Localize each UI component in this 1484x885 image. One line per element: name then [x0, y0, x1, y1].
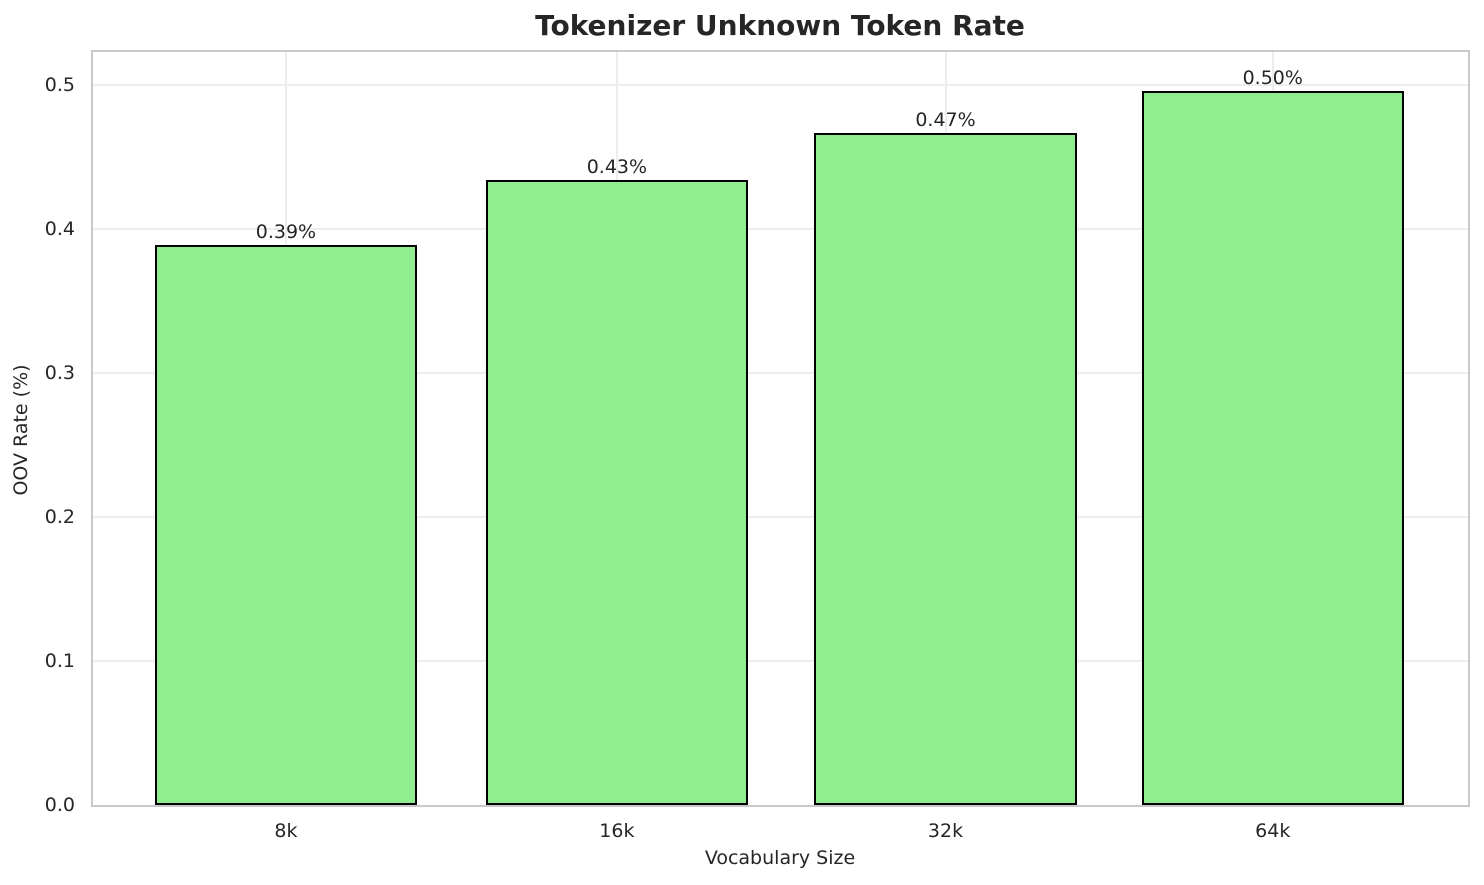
x-tick-label: 32k — [927, 820, 964, 842]
x-tick-label: 64k — [1255, 820, 1291, 842]
bar — [814, 132, 1077, 805]
x-tick-label: 16k — [599, 820, 635, 842]
y-gridline — [93, 372, 1468, 375]
y-gridline — [93, 84, 1468, 87]
y-axis-label: OOV Rate (%) — [10, 364, 32, 496]
x-axis-label: Vocabulary Size — [704, 847, 856, 869]
bar-value-label: 0.39% — [255, 220, 317, 243]
bar — [1141, 90, 1404, 805]
chart-title: Tokenizer Unknown Token Rate — [535, 9, 1025, 42]
x-tick-label: 8k — [274, 820, 298, 842]
bar — [485, 180, 748, 805]
y-tick-label: 0.5 — [44, 74, 75, 97]
bar-value-label: 0.50% — [1242, 66, 1303, 89]
plot-area: 0.39% 0.43% 0.47% 0.50% — [91, 50, 1470, 807]
y-gridline — [93, 516, 1468, 519]
y-tick-label: 0.4 — [44, 218, 75, 241]
y-gridline — [93, 228, 1468, 231]
y-tick-label: 0.2 — [44, 506, 75, 529]
bar — [154, 244, 417, 805]
y-tick-label: 0.3 — [44, 362, 75, 385]
y-tick-label: 0.0 — [44, 794, 75, 816]
y-tick-label: 0.1 — [44, 650, 75, 673]
bar-value-label: 0.43% — [586, 156, 648, 179]
y-gridline — [93, 660, 1468, 663]
bar-value-label: 0.47% — [915, 108, 976, 131]
